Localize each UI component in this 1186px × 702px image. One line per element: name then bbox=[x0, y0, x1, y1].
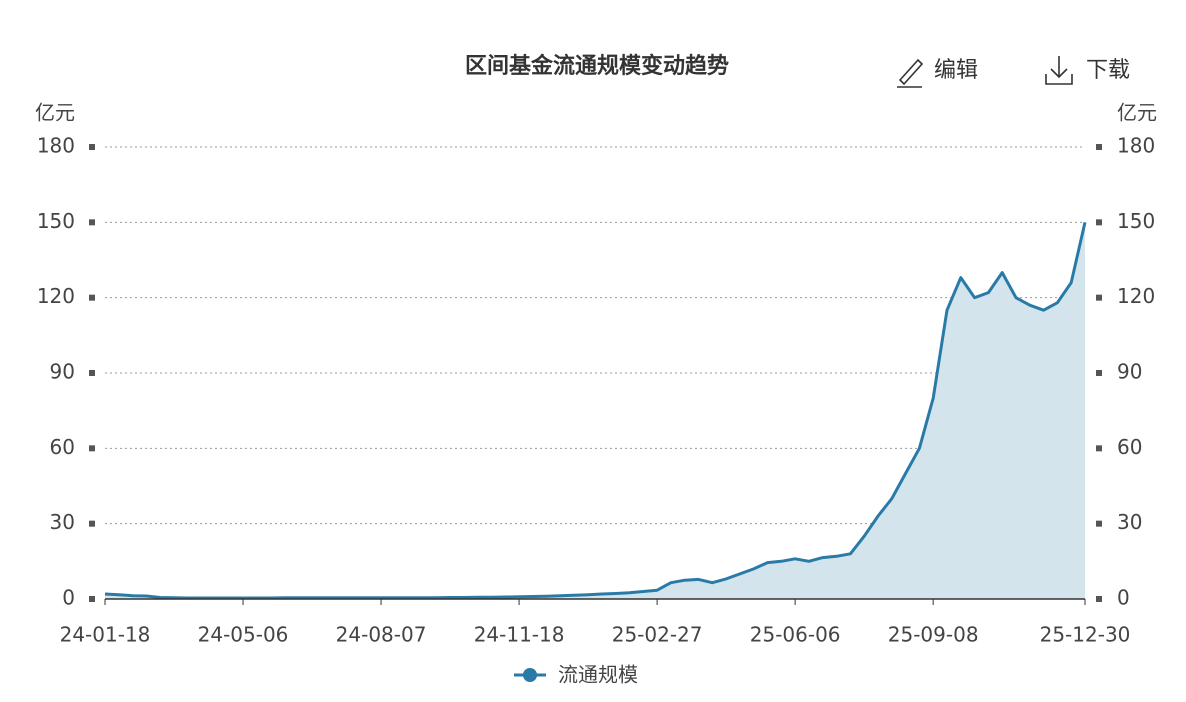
area bbox=[105, 222, 1085, 600]
y2-tick-mark bbox=[1096, 520, 1102, 527]
x-tick-label: 24-11-18 bbox=[474, 623, 565, 647]
y2-axis-unit: 亿元 bbox=[1117, 101, 1157, 125]
y-tick-mark bbox=[89, 370, 95, 376]
line bbox=[104, 221, 1087, 600]
y-tick-label: 90 bbox=[50, 360, 75, 384]
x-tick-label: 25-09-08 bbox=[888, 623, 979, 647]
y2-tick-mark bbox=[1096, 445, 1102, 452]
y2-tick-label: 90 bbox=[1117, 360, 1142, 384]
y-tick-label: 30 bbox=[50, 510, 75, 534]
y-tick-label: 150 bbox=[37, 209, 75, 233]
y-tick-label: 180 bbox=[37, 134, 75, 158]
edit-icon bbox=[897, 58, 924, 88]
y-tick-mark bbox=[89, 596, 95, 602]
edit-label[interactable]: 编辑 bbox=[934, 58, 978, 83]
y2-tick-label: 60 bbox=[1117, 435, 1142, 459]
download-button[interactable]: 下载 bbox=[1045, 56, 1130, 85]
y2-tick-mark bbox=[1096, 596, 1102, 602]
y-tick-label: 0 bbox=[62, 586, 75, 610]
y2-tick-mark bbox=[1096, 144, 1102, 150]
y-tick-mark bbox=[89, 144, 95, 150]
y-tick-mark bbox=[89, 520, 95, 527]
y2-tick-label: 150 bbox=[1117, 209, 1155, 233]
download-label[interactable]: 下载 bbox=[1086, 58, 1130, 83]
legend-marker bbox=[523, 668, 537, 682]
y2-tick-label: 0 bbox=[1117, 586, 1130, 610]
y-tick-mark bbox=[89, 294, 95, 301]
x-tick-label: 25-06-06 bbox=[750, 623, 841, 647]
y2-tick-label: 30 bbox=[1117, 510, 1142, 534]
y2-tick-mark bbox=[1096, 370, 1102, 376]
y-tick-mark bbox=[89, 219, 95, 226]
legend-label: 流通规模 bbox=[558, 663, 638, 687]
x-tick-label: 25-02-27 bbox=[612, 623, 703, 647]
y2-tick-mark bbox=[1096, 219, 1102, 226]
download-icon bbox=[1045, 56, 1073, 85]
x-tick-label: 24-01-18 bbox=[60, 623, 151, 647]
x-tick-label: 24-05-06 bbox=[198, 623, 289, 647]
y-axis-unit: 亿元 bbox=[35, 101, 75, 125]
edit-button[interactable]: 编辑 bbox=[897, 58, 978, 88]
chart-title: 区间基金流通规模变动趋势 bbox=[465, 53, 729, 79]
y2-tick-label: 180 bbox=[1117, 134, 1155, 158]
y-tick-label: 60 bbox=[50, 435, 75, 459]
y-tick-mark bbox=[89, 445, 95, 452]
x-tick-label: 25-12-30 bbox=[1040, 623, 1131, 647]
y2-tick-label: 120 bbox=[1117, 284, 1155, 308]
x-tick-label: 24-08-07 bbox=[336, 623, 427, 647]
y-tick-label: 120 bbox=[37, 284, 75, 308]
y2-tick-mark bbox=[1096, 294, 1102, 301]
